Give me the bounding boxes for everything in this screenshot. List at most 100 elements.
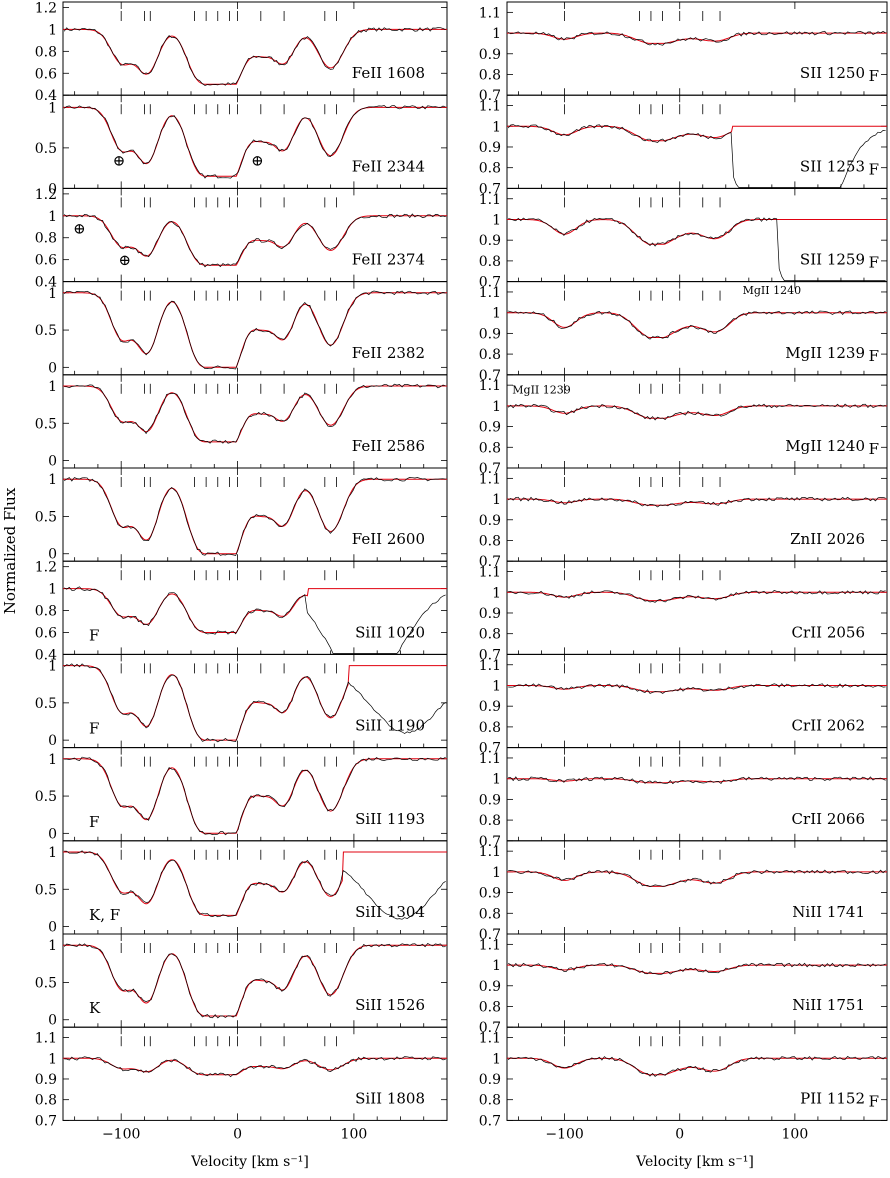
y-tick-label: 1.2 [35, 187, 57, 203]
panel-label: SII 1259 [800, 251, 865, 269]
y-tick-label: 0.7 [479, 647, 501, 663]
y-tick-label: 0 [48, 1013, 57, 1029]
y-tick-label: 0.7 [479, 834, 501, 850]
y-tick-label: 0.9 [479, 979, 501, 995]
y-tick-label: 1.1 [479, 285, 501, 301]
y-tick-label: 0 [48, 454, 57, 470]
panel-label: SiII 1193 [355, 810, 425, 828]
panel-label: SiII 1808 [355, 1089, 425, 1107]
y-tick-label: 1.1 [479, 844, 501, 860]
panel-label: SII 1253 [800, 157, 865, 175]
panel-0-9: 0 0.5 1 SiII 1304 K, F [35, 840, 448, 936]
y-tick-label: 0.5 [35, 141, 57, 157]
panel-label: CrII 2066 [792, 810, 865, 828]
y-tick-label: 0.9 [479, 420, 501, 436]
y-tick-label: 0.7 [479, 88, 501, 104]
data-spectrum-line [63, 213, 446, 268]
panel-flag: F [869, 254, 879, 272]
y-tick-label: 1 [48, 472, 57, 488]
y-tick-label: 0.9 [479, 606, 501, 622]
data-spectrum-line [64, 850, 446, 920]
y-tick-label: 1 [48, 286, 57, 302]
y-tick-label: 0.8 [479, 906, 501, 922]
panel-0-5: 0 0.5 1 FeII 2600 [35, 467, 448, 563]
y-tick-label: 0 [48, 360, 57, 376]
model-fit-line [507, 219, 887, 245]
panel-label: SII 1250 [800, 64, 865, 82]
y-tick-label: 1.1 [479, 751, 501, 767]
y-tick-label: 0.8 [35, 231, 57, 247]
y-tick-label: 1.2 [35, 0, 57, 16]
y-tick-label: 0.7 [479, 554, 501, 570]
model-fit-line [63, 1057, 447, 1076]
y-tick-label: 0.7 [479, 1113, 501, 1129]
y-tick-label: 1 [492, 119, 501, 135]
data-spectrum-line [508, 30, 886, 46]
panel-flag: F [869, 440, 879, 458]
y-tick-label: 1 [48, 1051, 57, 1067]
panel-0-8: 0 0.5 1 SiII 1193 F [35, 747, 448, 842]
panel-label: NiII 1741 [792, 903, 865, 921]
panel-flag: F [869, 1092, 879, 1110]
x-axis-label-right: Velocity [km s⁻¹] [635, 1154, 754, 1170]
panel-label: SiII 1304 [355, 903, 425, 921]
panel-annotation: ⊕ [113, 152, 126, 170]
y-tick-label: 1.1 [479, 378, 501, 394]
data-spectrum-line [63, 663, 446, 743]
panel-flag: F [89, 720, 99, 738]
y-tick-label: 0.5 [35, 789, 57, 805]
panel-1-8: 0.7 0.8 0.9 1 1.1 CrII 2066 [479, 747, 888, 850]
y-tick-label: 1 [492, 585, 501, 601]
panel-1-2: 0.7 0.8 0.9 1 1.1 SII 1259 F [479, 187, 888, 291]
panel-label: FeII 2600 [352, 530, 425, 548]
panel-frame [62, 1026, 448, 1121]
y-tick-label: 0.7 [479, 927, 501, 943]
panel-flag: F [869, 347, 879, 365]
panel-1-9: 0.7 0.8 0.9 1 1.1 NiII 1741 [479, 840, 888, 943]
y-tick-label: 0.7 [479, 461, 501, 477]
y-tick-label: 0.8 [479, 999, 501, 1015]
y-tick-label: 0.5 [35, 882, 57, 898]
y-tick-label: 1 [48, 100, 57, 116]
data-spectrum-line [508, 217, 886, 281]
data-spectrum-line [63, 290, 446, 370]
data-spectrum-line [63, 477, 446, 556]
y-tick-label: 0.8 [35, 604, 57, 620]
y-tick-label: 0.4 [35, 275, 57, 291]
panel-annotation: ⊕ [118, 251, 131, 269]
y-tick-label: 0.8 [479, 627, 501, 643]
y-tick-label: 0.8 [479, 440, 501, 456]
panel-1-3: 0.7 0.8 0.9 1 1.1 MgII 1239 F MgII 1240 [479, 281, 888, 384]
y-tick-label: 0.5 [35, 696, 57, 712]
y-tick-label: 1.1 [479, 192, 501, 208]
y-tick-label: 0.5 [35, 975, 57, 991]
y-tick-label: 0 [48, 181, 57, 197]
panel-0-11: 0.7 0.8 0.9 1 1.1 −100 0 100 SiII 1808 [35, 1026, 448, 1142]
y-tick-label: 1.1 [479, 471, 501, 487]
y-tick-label: 0.9 [479, 326, 501, 342]
panel-label: PII 1152 [800, 1089, 865, 1107]
panel-label: ZnII 2026 [790, 530, 865, 548]
y-tick-label: 0.6 [35, 66, 57, 82]
model-fit-line [507, 312, 887, 338]
panel-0-4: 0 0.5 1 FeII 2586 [35, 374, 448, 470]
y-tick-label: 1 [48, 22, 57, 38]
y-tick-label: 0.8 [479, 161, 501, 177]
y-tick-label: 1 [492, 865, 501, 881]
panel-label: NiII 1751 [792, 996, 865, 1014]
panel-annotation: ⊕ [251, 152, 264, 170]
y-tick-label: 1 [48, 209, 57, 225]
y-tick-label: 0.7 [479, 1020, 501, 1036]
panel-flag: F [869, 67, 879, 85]
y-tick-label: 0.9 [479, 1072, 501, 1088]
y-tick-label: 0.9 [479, 47, 501, 63]
y-tick-label: 1 [492, 26, 501, 42]
panel-0-2: 0.4 0.6 0.8 1 1.2 FeII 2374 ⊕ ⊕ [35, 187, 448, 291]
panel-label: SiII 1526 [355, 996, 425, 1014]
y-tick-label: 1.1 [479, 937, 501, 953]
panel-1-7: 0.7 0.8 0.9 1 1.1 CrII 2062 [479, 653, 888, 757]
y-tick-label: 1.1 [35, 1031, 57, 1047]
x-axis-label-left: Velocity [km s⁻¹] [190, 1154, 309, 1170]
panel-label: SiII 1020 [355, 623, 425, 641]
